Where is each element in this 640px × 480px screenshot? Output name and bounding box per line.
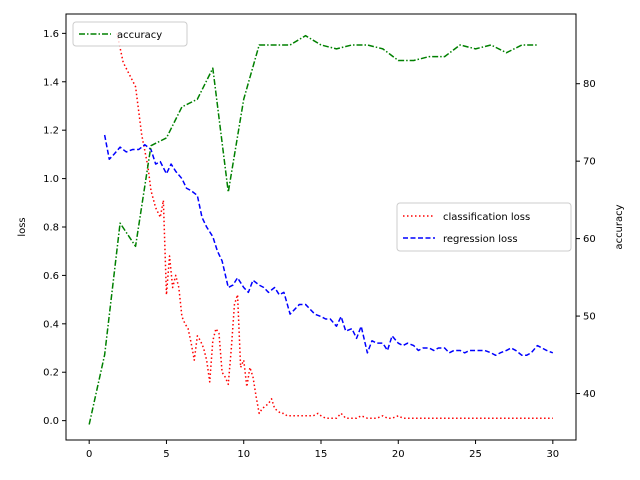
right-tick-label: 60 <box>583 234 596 245</box>
series-line-regression-loss <box>103 134 554 357</box>
x-tick-label: 25 <box>469 449 482 460</box>
left-tick-label: 1.2 <box>43 126 59 137</box>
right-axis: 40 50 60 70 80 <box>576 79 596 400</box>
legend-label-accuracy: accuracy <box>117 30 162 41</box>
x-tick-label: 20 <box>392 449 405 460</box>
right-tick-label: 50 <box>583 312 596 323</box>
legend-losses: classification loss regression loss <box>396 202 572 252</box>
x-tick-label: 30 <box>546 449 559 460</box>
left-tick-label: 0.0 <box>43 416 59 427</box>
right-axis-label: accuracy <box>614 204 625 249</box>
right-tick-label: 40 <box>583 389 596 400</box>
series-line-accuracy <box>88 34 538 425</box>
left-axis-label: loss <box>17 217 28 236</box>
legend-box <box>396 202 572 252</box>
left-tick-label: 1.4 <box>43 77 59 88</box>
legend-label-regression-loss: regression loss <box>443 234 518 245</box>
left-tick-label: 1.0 <box>43 174 59 185</box>
left-tick-label: 0.4 <box>43 319 59 330</box>
right-tick-label: 80 <box>583 79 596 90</box>
legend-label-classification-loss: classification loss <box>443 212 530 223</box>
x-tick-label: 15 <box>315 449 328 460</box>
legend-box <box>72 21 188 47</box>
x-axis: 0 5 10 15 20 25 30 <box>86 440 559 460</box>
left-tick-label: 0.8 <box>43 223 59 234</box>
left-tick-label: 1.6 <box>43 29 59 40</box>
left-tick-label: 0.6 <box>43 271 59 282</box>
series-line-classification-loss <box>116 33 553 419</box>
x-tick-label: 0 <box>86 449 92 460</box>
legend-accuracy: accuracy <box>72 21 188 47</box>
left-axis: 0.0 0.2 0.4 0.6 0.8 1.0 1.2 1.4 1.6 <box>43 29 66 427</box>
x-tick-label: 10 <box>237 449 250 460</box>
x-tick-label: 5 <box>163 449 169 460</box>
right-tick-label: 70 <box>583 157 596 168</box>
left-tick-label: 0.2 <box>43 368 59 379</box>
plot-lines <box>88 33 554 425</box>
